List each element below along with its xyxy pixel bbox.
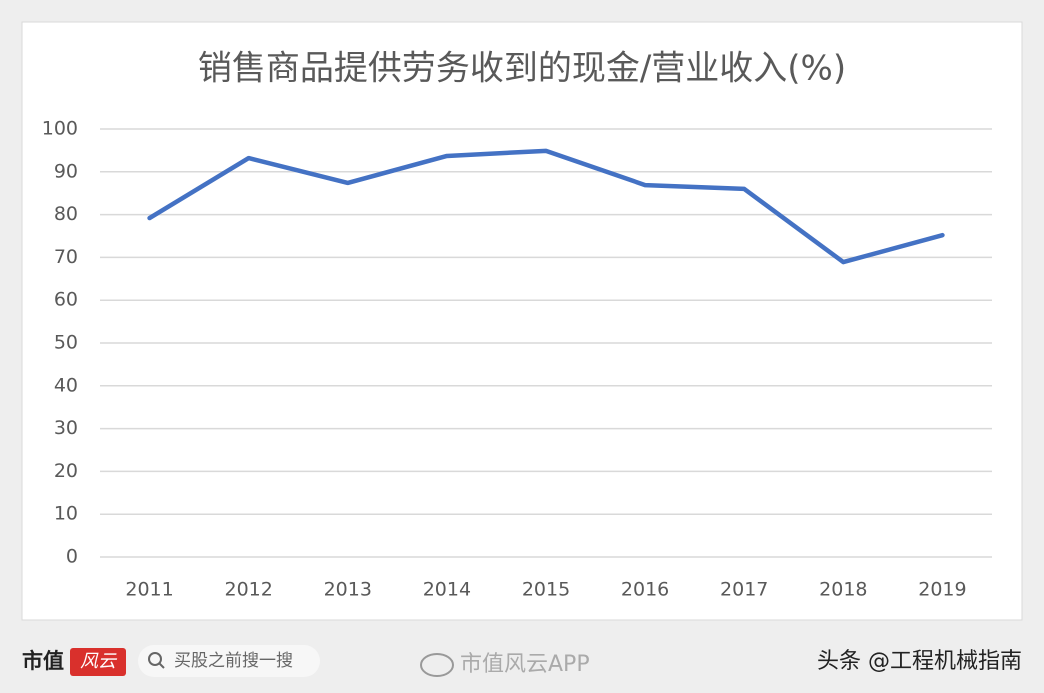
- x-tick-label: 2012: [224, 579, 272, 601]
- logo: 风云: [80, 651, 118, 672]
- x-tick-label: 2018: [819, 579, 867, 601]
- weibo-text: 市值风云APP: [460, 652, 590, 677]
- y-tick-label: 40: [54, 374, 78, 396]
- x-tick-label: 2017: [720, 579, 768, 601]
- plot: 0 10 20 30 40 50 60 70 80 90 100 2011 2012 2013 2014 20…: [42, 118, 992, 601]
- y-tick-label: 70: [54, 246, 78, 268]
- search-text: 买股之前搜一搜: [174, 651, 293, 671]
- x-tick-label: 2013: [324, 579, 372, 601]
- y-tick-label: 30: [54, 417, 78, 439]
- search-box[interactable]: [138, 645, 320, 677]
- search-icon-handle: [158, 662, 165, 669]
- x-tick-label: 2016: [621, 579, 669, 601]
- y-tick-label: 20: [54, 460, 78, 482]
- y-tick-label: 100: [42, 118, 78, 140]
- x-tick-label: 2011: [125, 579, 173, 601]
- source: 头条 @工程机械指南: [817, 649, 1022, 674]
- logo-box: [70, 648, 126, 676]
- y-tick-label: 0: [66, 546, 78, 568]
- chart-panel: [21, 21, 1023, 621]
- x-tick-label: 2015: [522, 579, 570, 601]
- y-tick-label: 90: [54, 160, 78, 182]
- y-tick-label: 10: [54, 503, 78, 525]
- x-tick-label: 2019: [918, 579, 966, 601]
- y-tick-label: 50: [54, 332, 78, 354]
- y-tick-label: 80: [54, 203, 78, 225]
- chart-title: 销售商品提供劳务收到的现金/营业收入(%): [198, 49, 846, 89]
- y-tick-label: 60: [54, 289, 78, 311]
- line: [147, 148, 945, 265]
- weibo-icon: [420, 653, 454, 677]
- brand: 市值: [22, 649, 64, 673]
- x-tick-label: 2014: [423, 579, 471, 601]
- search-icon: [148, 652, 162, 666]
